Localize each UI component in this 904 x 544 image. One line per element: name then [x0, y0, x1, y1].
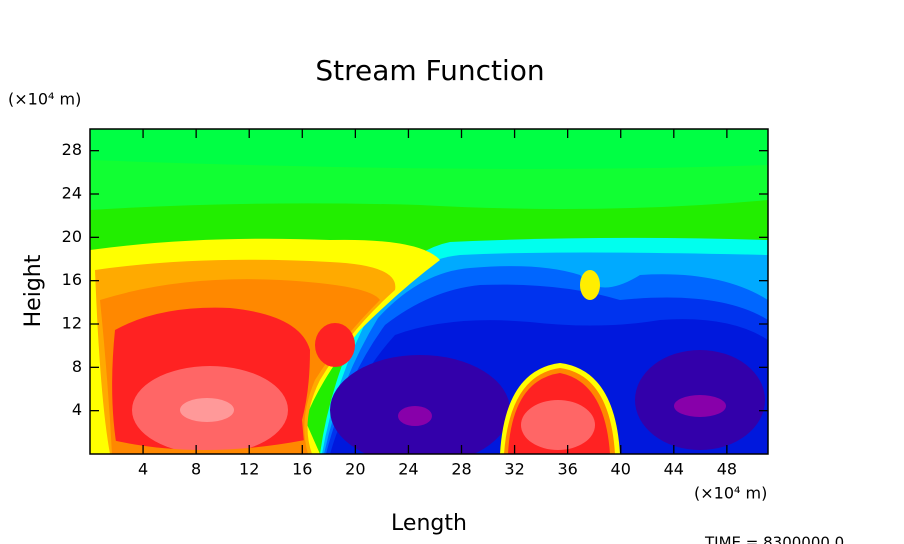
x-axis-label: Length — [391, 511, 467, 536]
y-unit: (×10⁴ m) — [8, 90, 81, 109]
x-tick-label: 4 — [138, 460, 148, 479]
footer: TIME = 8300000.0 — [704, 534, 844, 544]
x-tick-label: 16 — [292, 460, 312, 479]
plot-frame — [89, 128, 769, 455]
y-axis-label: Height — [21, 254, 46, 327]
y-tick-label: 20 — [62, 227, 82, 246]
y-tick-label: 8 — [72, 357, 82, 376]
x-tick-label: 24 — [398, 460, 418, 479]
chart-title: Stream Function — [315, 54, 544, 87]
x-tick-label: 12 — [239, 460, 259, 479]
x-unit: (×10⁴ m) — [694, 484, 767, 503]
x-tick-label: 20 — [345, 460, 365, 479]
x-tick-label: 44 — [664, 460, 684, 479]
x-tick-label: 32 — [504, 460, 524, 479]
y-tick-label: 16 — [62, 270, 82, 289]
y-tick-label: 28 — [62, 140, 82, 159]
x-tick-label: 28 — [451, 460, 471, 479]
x-tick-label: 40 — [611, 460, 631, 479]
x-tick-label: 36 — [557, 460, 577, 479]
x-tick-label: 48 — [717, 460, 737, 479]
y-tick-label: 12 — [62, 314, 82, 333]
y-tick-label: 4 — [72, 400, 82, 419]
contour-field — [90, 129, 768, 454]
x-tick-label: 8 — [191, 460, 201, 479]
y-tick-label: 24 — [62, 184, 82, 203]
